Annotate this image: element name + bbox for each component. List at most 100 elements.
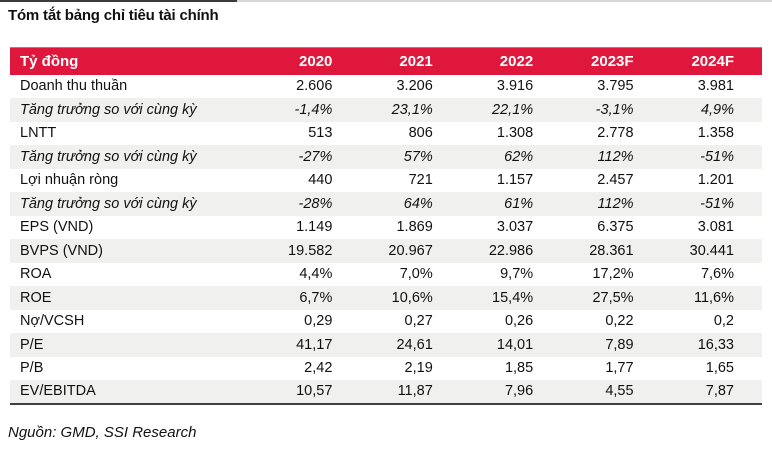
value-cell-2024f: 1.201 — [697, 172, 734, 189]
value-cell-2022: 62% — [504, 148, 534, 165]
value-cell-2024f: 1.358 — [697, 125, 734, 142]
value-cell-2024f: -51% — [700, 195, 734, 212]
header-year-2021: 2021 — [360, 47, 461, 75]
page-title: Tóm tắt bảng chỉ tiêu tài chính — [8, 7, 219, 24]
value-cell-2024f: 1,65 — [705, 360, 734, 377]
value-cell-2022: 1.157 — [496, 172, 534, 189]
header-year-2024f: 2024F — [661, 47, 762, 75]
table-row: P/B 2,42 2,19 1,85 1,77 1,65 — [10, 357, 762, 381]
value-cell-2020: 513 — [308, 125, 333, 142]
value-cell-2021: 0,27 — [404, 313, 433, 330]
value-cell-2024f: 7,6% — [700, 266, 734, 283]
value-cell-2021: 20.967 — [388, 242, 433, 259]
value-cell-2022: 9,7% — [500, 266, 534, 283]
value-cell-2021: 806 — [408, 125, 433, 142]
value-cell-2024f: 3.081 — [697, 219, 734, 236]
value-cell-2020: 19.582 — [288, 242, 333, 259]
value-cell-2020: 10,57 — [260, 380, 361, 405]
row-label: EV/EBITDA — [10, 380, 260, 405]
value-cell-2023f: 6.375 — [597, 219, 634, 236]
value-cell-2020: 0,29 — [304, 313, 333, 330]
row-label: Lợi nhuận ròng — [20, 172, 119, 189]
value-cell-2021: 64% — [403, 195, 433, 212]
value-cell-2024f: 4,9% — [700, 101, 734, 118]
value-cell-2022: 15,4% — [492, 289, 534, 306]
value-cell-2022: 0,26 — [504, 313, 534, 330]
value-cell-2023f: 112% — [597, 148, 634, 165]
row-label: Doanh thu thuần — [20, 78, 128, 95]
table-row: Tăng trưởng so với cùng kỳ -1,4% 23,1% 2… — [10, 98, 762, 122]
value-cell-2024f: 16,33 — [697, 336, 734, 353]
value-cell-2020: 6,7% — [299, 289, 333, 306]
value-cell-2022: 3.916 — [496, 78, 534, 95]
value-cell-2021: 57% — [403, 148, 433, 165]
value-cell-2020: 2.606 — [296, 78, 333, 95]
page-top-rule — [0, 0, 772, 2]
financial-summary-table: Tỷ đồng 2020 2021 2022 2023F 2024F Doanh… — [10, 47, 762, 405]
value-cell-2023f: 1,77 — [605, 360, 634, 377]
source-note: Nguồn: GMD, SSI Research — [8, 424, 197, 441]
value-cell-2021: 11,87 — [360, 380, 461, 405]
value-cell-2020: 41,17 — [296, 336, 333, 353]
value-cell-2022: 1.308 — [496, 125, 534, 142]
header-year-2022: 2022 — [460, 47, 562, 75]
table-row: BVPS (VND) 19.582 20.967 22.986 28.361 3… — [10, 239, 762, 263]
table-body: Doanh thu thuần 2.606 3.206 3.916 3.795 … — [10, 75, 762, 405]
table-row: Nợ/VCSH 0,29 0,27 0,26 0,22 0,2 — [10, 310, 762, 334]
value-cell-2022: 1,85 — [504, 360, 534, 377]
value-cell-2020: 2,42 — [304, 360, 333, 377]
value-cell-2021: 7,0% — [399, 266, 433, 283]
table-row: EV/EBITDA 10,57 11,87 7,96 4,55 7,87 — [10, 380, 762, 405]
value-cell-2021: 10,6% — [391, 289, 433, 306]
table-row: P/E 41,17 24,61 14,01 7,89 16,33 — [10, 333, 762, 357]
header-year-2023f: 2023F — [561, 47, 662, 75]
value-cell-2020: -28% — [298, 195, 333, 212]
value-cell-2024f: 7,87 — [661, 380, 762, 405]
value-cell-2020: 440 — [308, 172, 333, 189]
row-label: P/E — [20, 336, 44, 353]
table-row: ROE 6,7% 10,6% 15,4% 27,5% 11,6% — [10, 286, 762, 310]
value-cell-2022: 3.037 — [496, 219, 534, 236]
table-row: Lợi nhuận ròng 440 721 1.157 2.457 1.201 — [10, 169, 762, 193]
value-cell-2023f: 7,89 — [605, 336, 634, 353]
table-header-row: Tỷ đồng 2020 2021 2022 2023F 2024F — [10, 47, 762, 75]
row-label: LNTT — [20, 125, 57, 142]
value-cell-2022: 61% — [504, 195, 534, 212]
table-row: Tăng trưởng so với cùng kỳ -27% 57% 62% … — [10, 145, 762, 169]
header-year-2020: 2020 — [260, 47, 361, 75]
value-cell-2021: 1.869 — [396, 219, 433, 236]
value-cell-2023f: 2.778 — [597, 125, 634, 142]
value-cell-2021: 3.206 — [396, 78, 433, 95]
value-cell-2024f: -51% — [700, 148, 734, 165]
value-cell-2020: -1,4% — [294, 101, 333, 118]
row-label: ROE — [20, 289, 52, 306]
value-cell-2023f: 0,22 — [605, 313, 634, 330]
table-row: LNTT 513 806 1.308 2.778 1.358 — [10, 122, 762, 146]
value-cell-2023f: 17,2% — [592, 266, 634, 283]
header-unit-label: Tỷ đồng — [10, 47, 260, 75]
value-cell-2024f: 0,2 — [713, 313, 734, 330]
row-label: BVPS (VND) — [20, 242, 103, 259]
row-label: Tăng trưởng so với cùng kỳ — [20, 195, 197, 212]
value-cell-2023f: -3,1% — [595, 101, 634, 118]
value-cell-2022: 22.986 — [488, 242, 534, 259]
row-label: P/B — [20, 360, 44, 377]
value-cell-2022: 22,1% — [492, 101, 534, 118]
value-cell-2020: 1.149 — [296, 219, 333, 236]
value-cell-2024f: 30.441 — [689, 242, 734, 259]
value-cell-2023f: 27,5% — [592, 289, 634, 306]
page-top-rule-dark-segment — [0, 0, 237, 2]
value-cell-2021: 23,1% — [391, 101, 433, 118]
value-cell-2023f: 112% — [597, 195, 634, 212]
value-cell-2024f: 3.981 — [697, 78, 734, 95]
value-cell-2023f: 4,55 — [561, 380, 662, 405]
value-cell-2021: 721 — [408, 172, 433, 189]
row-label: Tăng trưởng so với cùng kỳ — [20, 148, 197, 165]
value-cell-2022: 14,01 — [496, 336, 534, 353]
value-cell-2023f: 3.795 — [597, 78, 634, 95]
value-cell-2020: 4,4% — [299, 266, 333, 283]
value-cell-2020: -27% — [298, 148, 333, 165]
table-row: Doanh thu thuần 2.606 3.206 3.916 3.795 … — [10, 75, 762, 99]
row-label: EPS (VND) — [20, 219, 94, 236]
table-row: Tăng trưởng so với cùng kỳ -28% 64% 61% … — [10, 192, 762, 216]
